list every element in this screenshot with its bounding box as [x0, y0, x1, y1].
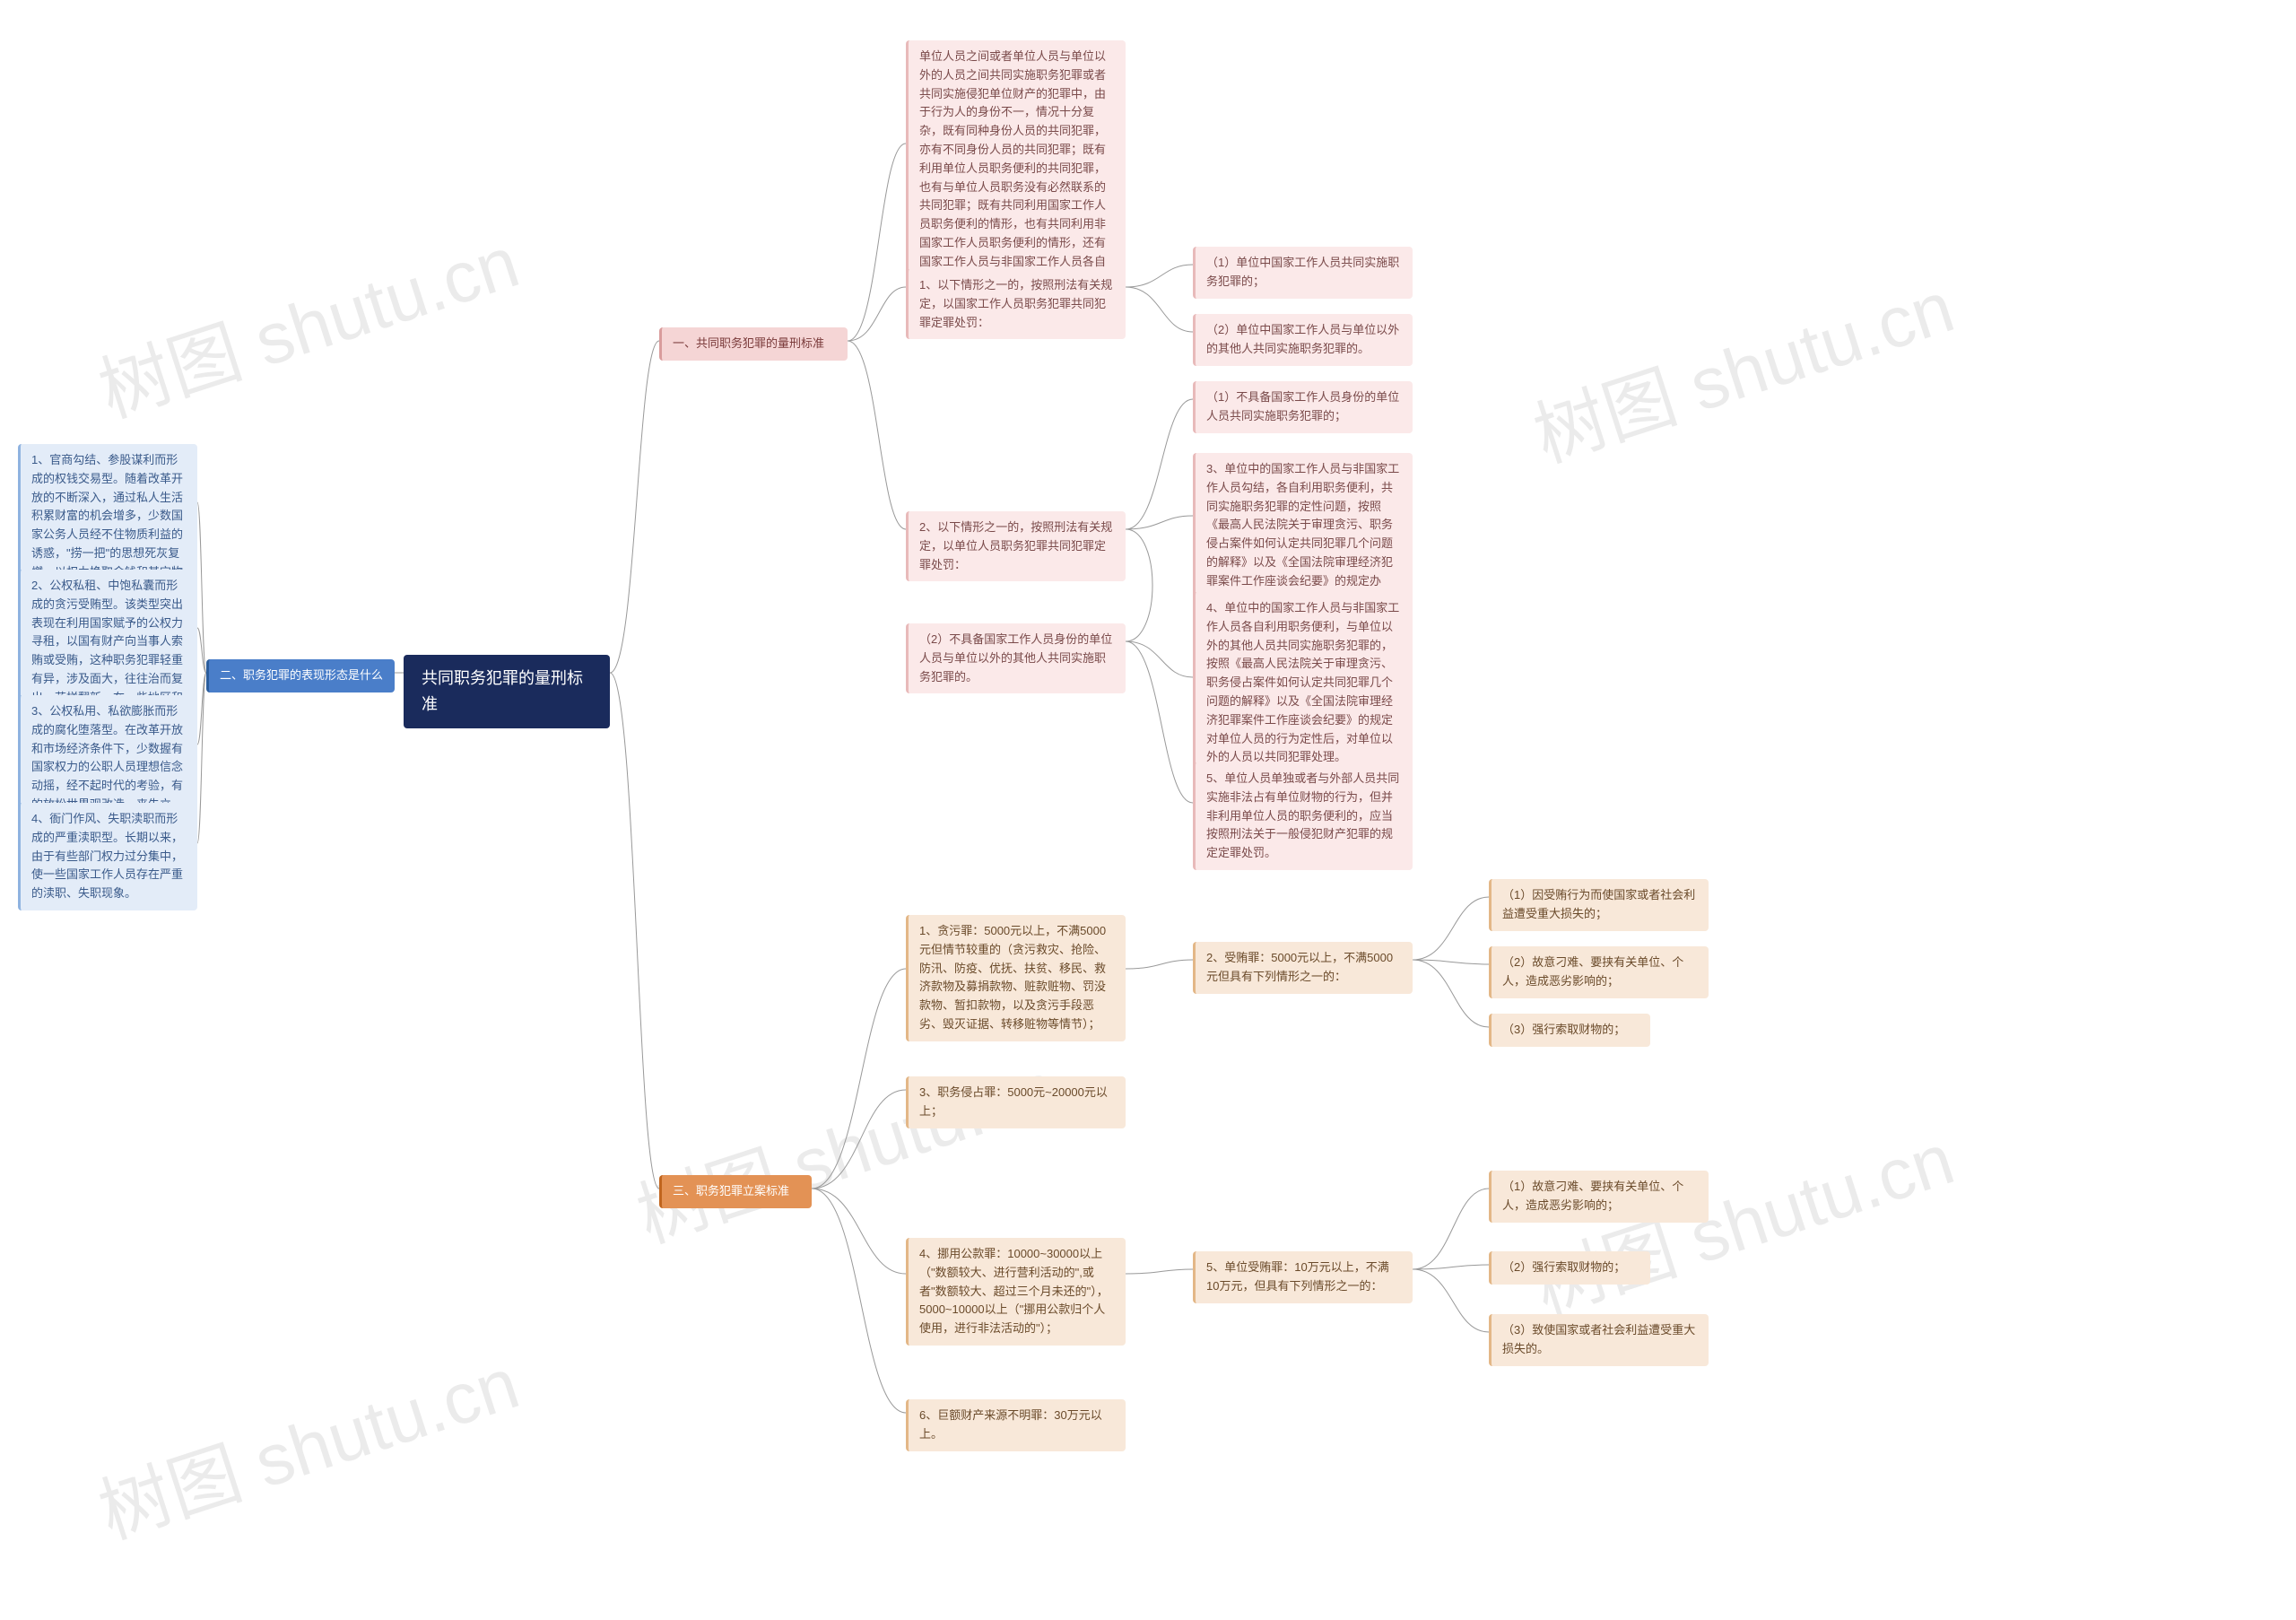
watermark: 树图 shutu.cn [1519, 249, 1965, 483]
branch1-sub2-child2[interactable]: （2）不具备国家工作人员身份的单位人员与单位以外的其他人共同实施职务犯罪的。 [906, 623, 1126, 693]
branch3-item-6[interactable]: 6、巨额财产来源不明罪：30万元以上。 [906, 1399, 1126, 1451]
branch3-sub2-child2[interactable]: （2）故意刁难、要挟有关单位、个人，造成恶劣影响的； [1489, 946, 1709, 998]
watermark: 树图 shutu.cn [84, 205, 530, 438]
center-node[interactable]: 共同职务犯罪的量刑标准 [404, 655, 610, 728]
branch3-item-4[interactable]: 4、挪用公款罪：10000~30000以上（"数额较大、进行营利活动的",或者"… [906, 1238, 1126, 1346]
branch3-sub5[interactable]: 5、单位受贿罪：10万元以上，不满10万元，但具有下列情形之一的： [1193, 1251, 1413, 1303]
branch1-sub2-child5[interactable]: 5、单位人员单独或者与外部人员共同实施非法占有单位财物的行为，但并非利用单位人员… [1193, 762, 1413, 870]
branch3-sub2[interactable]: 2、受贿罪：5000元以上，不满5000元但具有下列情形之一的： [1193, 942, 1413, 994]
branch1-title[interactable]: 一、共同职务犯罪的量刑标准 [659, 327, 848, 361]
branch1-sub1[interactable]: 1、以下情形之一的，按照刑法有关规定，以国家工作人员职务犯罪共同犯罪定罪处罚： [906, 269, 1126, 339]
branch3-sub5-child1[interactable]: （1）故意刁难、要挟有关单位、个人，造成恶劣影响的； [1489, 1171, 1709, 1223]
branch1-sub1-child1[interactable]: （1）单位中国家工作人员共同实施职务犯罪的； [1193, 247, 1413, 299]
branch1-sub1-child2[interactable]: （2）单位中国家工作人员与单位以外的其他人共同实施职务犯罪的。 [1193, 314, 1413, 366]
watermark: 树图 shutu.cn [84, 1326, 530, 1559]
branch3-title[interactable]: 三、职务犯罪立案标准 [659, 1175, 812, 1208]
watermark: 树图 shutu.cn [622, 1030, 1068, 1263]
branch3-sub2-child3[interactable]: （3）强行索取财物的； [1489, 1014, 1650, 1047]
branch1-sub2[interactable]: 2、以下情形之一的，按照刑法有关规定，以单位人员职务犯罪共同犯罪定罪处罚： [906, 511, 1126, 581]
left-item-4[interactable]: 4、衙门作风、失职渎职而形成的严重渎职型。长期以来，由于有些部门权力过分集中，使… [18, 803, 197, 910]
branch3-item-1[interactable]: 1、贪污罪：5000元以上，不满5000元但情节较重的（贪污救灾、抢险、防汛、防… [906, 915, 1126, 1041]
branch3-sub5-child2[interactable]: （2）强行索取财物的； [1489, 1251, 1650, 1285]
branch-left-title[interactable]: 二、职务犯罪的表现形态是什么 [206, 659, 395, 692]
branch1-sub2-child1[interactable]: （1）不具备国家工作人员身份的单位人员共同实施职务犯罪的； [1193, 381, 1413, 433]
branch3-sub5-child3[interactable]: （3）致使国家或者社会利益遭受重大损失的。 [1489, 1314, 1709, 1366]
branch3-sub2-child1[interactable]: （1）因受贿行为而使国家或者社会利益遭受重大损失的； [1489, 879, 1709, 931]
branch3-item-3[interactable]: 3、职务侵占罪：5000元~20000元以上； [906, 1076, 1126, 1128]
connector-lines [0, 0, 2296, 1620]
branch1-sub2-child4[interactable]: 4、单位中的国家工作人员与非国家工作人员各自利用职务便利，与单位以外的其他人员共… [1193, 592, 1413, 774]
